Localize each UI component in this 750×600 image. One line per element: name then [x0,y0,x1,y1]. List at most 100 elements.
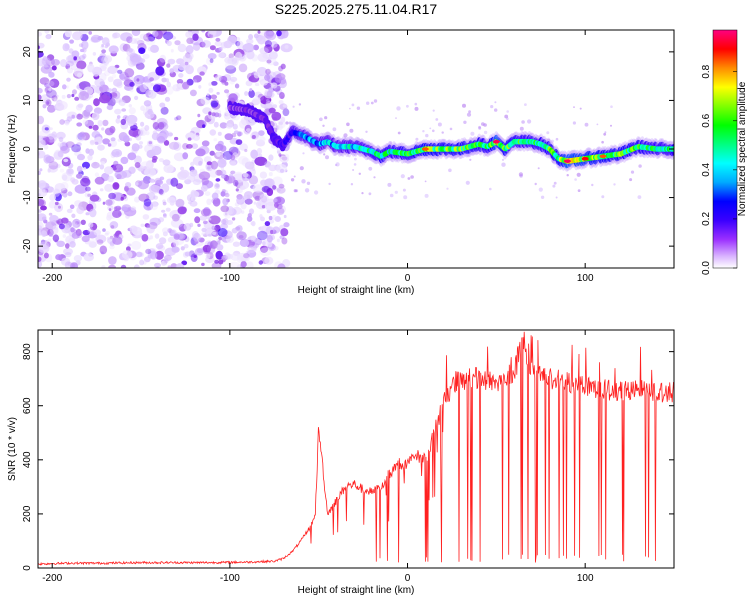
noise-blob [61,172,72,182]
noise-speck [494,108,498,112]
noise-blob [279,92,285,99]
noise-speck [546,131,550,135]
noise-blob [48,127,53,131]
noise-blob [242,173,249,178]
noise-blob [128,104,132,108]
noise-blob [266,59,272,64]
noise-blob [112,95,121,103]
noise-blob [104,183,113,192]
noise-blob [71,232,80,239]
noise-blob [148,141,153,145]
noise-blob [252,97,261,105]
noise-blob [51,59,56,63]
noise-blob [199,71,205,76]
noise-blob [95,234,107,244]
noise-blob [225,235,234,243]
noise-blob [102,201,106,205]
noise-blob [66,208,73,214]
noise-blob [101,49,106,54]
noise-blob [246,38,254,45]
noise-blob [74,184,88,194]
noise-blob [44,127,49,131]
noise-blob [88,148,95,156]
noise-speck [466,112,472,117]
noise-blob [274,202,279,208]
noise-blob [196,248,204,254]
noise-blob [259,47,269,55]
noise-blob [121,206,128,212]
noise-blob [217,52,225,58]
noise-blob [76,113,83,120]
noise-blob [251,135,256,139]
noise-speck [601,195,605,199]
noise-blob [235,139,243,146]
y-tick-label: 0 [22,146,33,152]
noise-blob [149,178,156,183]
noise-blob [145,131,150,136]
noise-blob [154,250,164,260]
noise-blob [38,58,47,67]
noise-blob [268,172,273,177]
x-tick-label: 0 [405,573,411,584]
y-tick-label: 10 [22,94,33,106]
noise-blob [143,260,147,265]
noise-blob [120,264,127,268]
noise-blob [130,124,138,131]
noise-blob [278,183,285,189]
noise-speck [314,190,319,195]
noise-blob [89,139,95,146]
noise-blob [229,161,237,166]
noise-blob [231,217,236,221]
noise-blob [76,206,85,215]
noise-blob [126,36,133,44]
noise-blob [264,44,273,53]
noise-blob [165,78,169,83]
noise-speck [502,158,504,161]
noise-blob [75,104,83,111]
noise-blob [220,151,225,156]
noise-blob [184,251,191,257]
noise-blob [38,188,48,197]
noise-blob [52,188,60,195]
snr-x-axis-label: Height of straight line (km) [298,585,415,596]
noise-blob [64,224,70,230]
noise-blob [61,217,69,224]
snr-x-ticks: -200 -100 0 100 [42,330,594,584]
noise-blob [223,40,233,49]
noise-blob [277,207,285,215]
noise-blob [192,33,199,41]
noise-blob [206,93,210,97]
noise-blob [226,206,235,215]
snr-frame [37,329,675,569]
noise-blob [200,208,212,217]
noise-blob [48,133,55,140]
noise-blob [150,250,158,260]
noise-blob [214,74,223,81]
noise-blob [185,31,193,38]
noise-blob [156,58,166,67]
noise-blob [80,219,86,225]
noise-blob [241,210,245,214]
noise-blob [119,43,128,52]
noise-blob [176,115,182,121]
noise-blob [66,116,73,122]
noise-blob [38,221,44,231]
noise-blob [69,241,76,248]
noise-blob [208,30,217,35]
noise-blob [257,30,261,34]
noise-blob [197,223,201,227]
noise-blob [88,222,94,228]
noise-blob [240,263,246,268]
noise-blob [214,40,222,47]
noise-speck [638,164,642,168]
noise-blob [263,30,274,39]
noise-blob [124,141,131,147]
noise-blob [72,31,83,41]
ridge-peak [421,147,429,151]
noise-blob [216,244,224,251]
noise-blob [221,173,226,179]
noise-blob [88,241,97,248]
noise-blob [192,179,201,186]
noise-blob [244,198,253,205]
noise-blob [63,248,73,255]
